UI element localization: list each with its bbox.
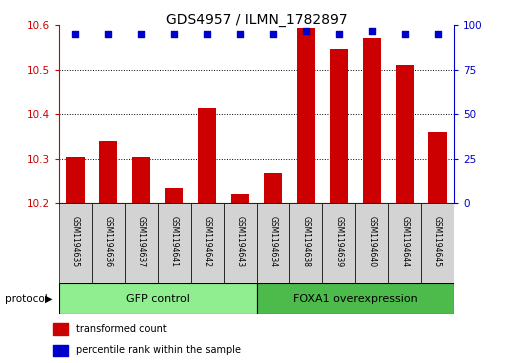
Point <box>137 31 145 37</box>
Text: GSM1194641: GSM1194641 <box>170 216 179 267</box>
Bar <box>59 203 92 283</box>
Bar <box>165 188 183 203</box>
Bar <box>289 203 322 283</box>
Bar <box>297 28 315 203</box>
Text: GSM1194640: GSM1194640 <box>367 216 376 267</box>
Bar <box>355 203 388 283</box>
Bar <box>53 323 69 335</box>
Text: GFP control: GFP control <box>126 294 190 303</box>
Point <box>71 31 80 37</box>
Text: GSM1194644: GSM1194644 <box>400 216 409 267</box>
Bar <box>396 65 413 203</box>
Point <box>104 31 112 37</box>
Text: GSM1194645: GSM1194645 <box>433 216 442 267</box>
Text: FOXA1 overexpression: FOXA1 overexpression <box>293 294 418 303</box>
Point <box>368 28 376 34</box>
Point <box>302 28 310 34</box>
Point <box>433 31 442 37</box>
Bar <box>100 141 117 203</box>
Text: ▶: ▶ <box>45 294 52 303</box>
Text: protocol: protocol <box>5 294 48 303</box>
Bar <box>158 203 191 283</box>
Bar <box>231 194 249 203</box>
Text: GSM1194643: GSM1194643 <box>235 216 245 267</box>
Text: GSM1194634: GSM1194634 <box>268 216 278 267</box>
Bar <box>330 49 348 203</box>
Text: GDS4957 / ILMN_1782897: GDS4957 / ILMN_1782897 <box>166 13 347 27</box>
Bar <box>125 203 158 283</box>
Bar <box>256 283 454 314</box>
Point <box>236 31 244 37</box>
Bar <box>191 203 224 283</box>
Bar <box>224 203 256 283</box>
Bar <box>388 203 421 283</box>
Text: GSM1194637: GSM1194637 <box>137 216 146 267</box>
Bar <box>53 345 69 356</box>
Bar <box>363 38 381 203</box>
Text: GSM1194636: GSM1194636 <box>104 216 113 267</box>
Bar <box>59 283 256 314</box>
Point <box>269 31 277 37</box>
Point <box>170 31 179 37</box>
Bar <box>322 203 355 283</box>
Text: transformed count: transformed count <box>76 324 167 334</box>
Point <box>203 31 211 37</box>
Text: GSM1194639: GSM1194639 <box>334 216 343 267</box>
Bar <box>428 132 447 203</box>
Bar <box>132 156 150 203</box>
Text: GSM1194642: GSM1194642 <box>203 216 212 267</box>
Bar <box>92 203 125 283</box>
Text: GSM1194635: GSM1194635 <box>71 216 80 267</box>
Bar <box>264 173 282 203</box>
Bar <box>66 156 85 203</box>
Text: percentile rank within the sample: percentile rank within the sample <box>76 345 242 355</box>
Text: GSM1194638: GSM1194638 <box>301 216 310 267</box>
Bar <box>256 203 289 283</box>
Bar <box>421 203 454 283</box>
Point <box>334 31 343 37</box>
Point <box>401 31 409 37</box>
Bar <box>198 108 216 203</box>
